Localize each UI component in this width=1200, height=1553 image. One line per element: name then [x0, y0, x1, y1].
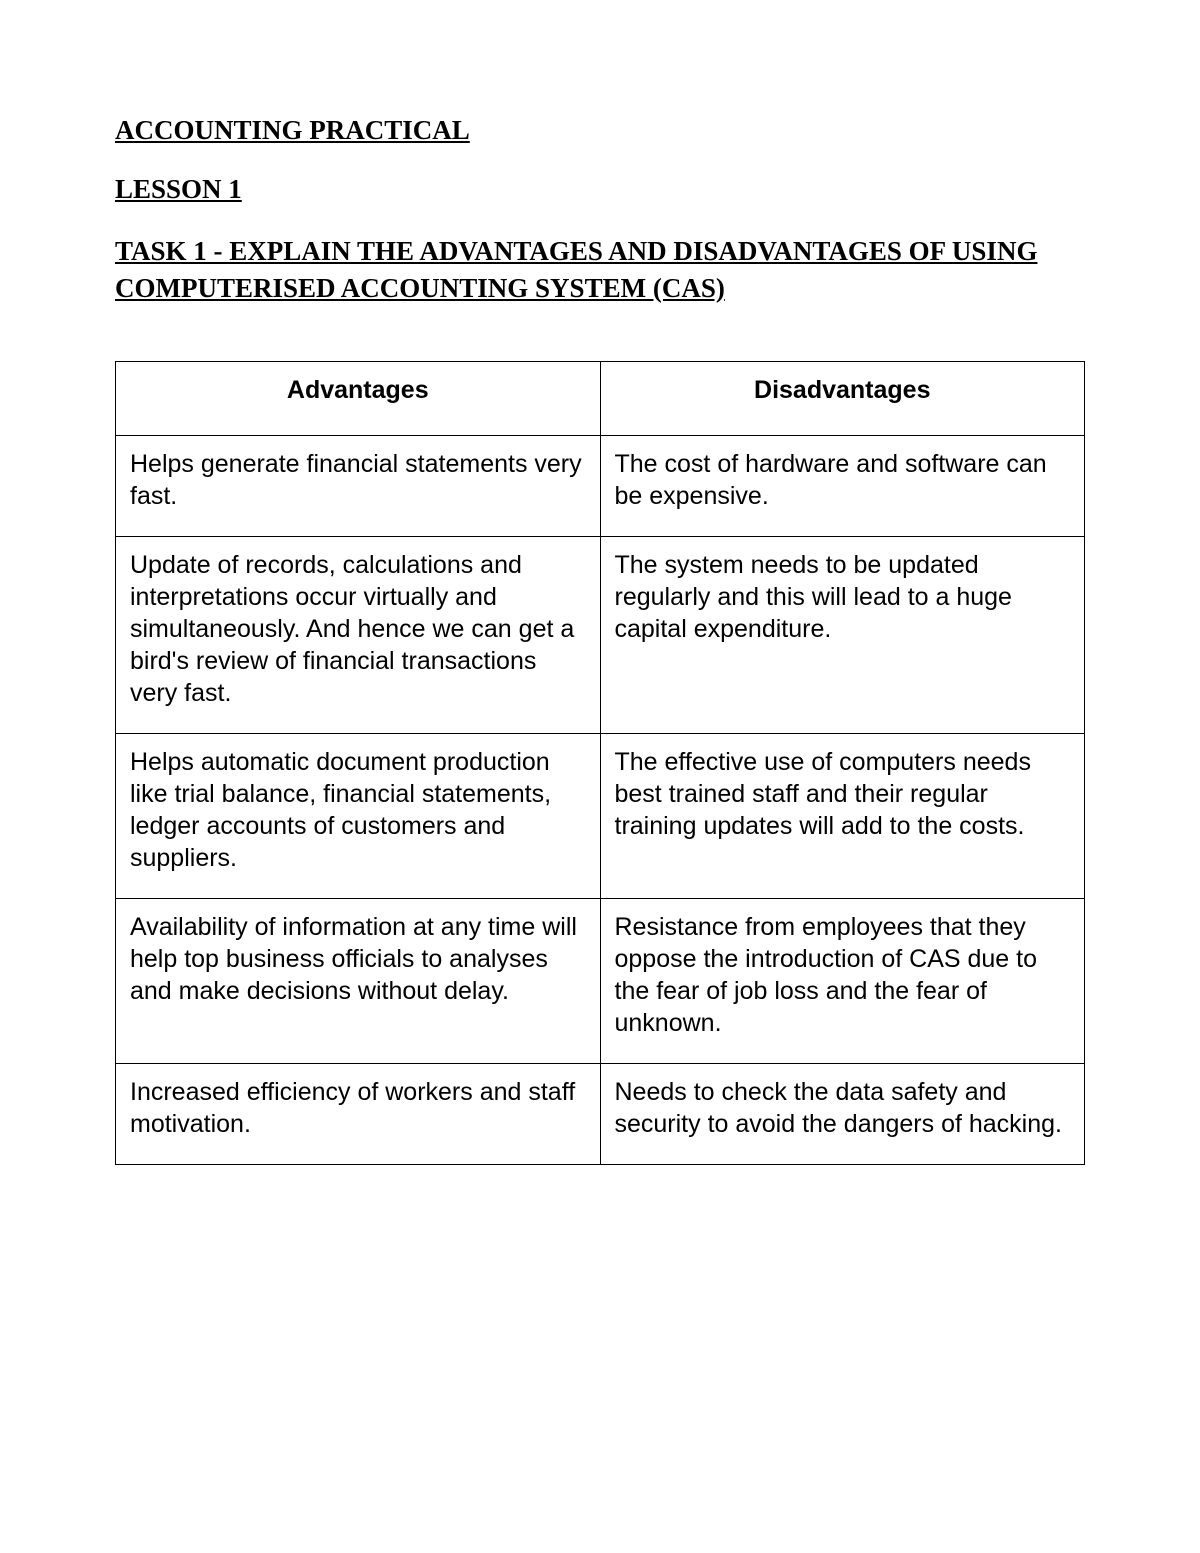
table-cell: The effective use of computers needs bes…: [600, 733, 1085, 898]
lesson-heading: LESSON 1: [115, 174, 1085, 205]
task-heading: TASK 1 - EXPLAIN THE ADVANTAGES AND DISA…: [115, 233, 1085, 306]
table-cell: Increased efficiency of workers and staf…: [116, 1063, 601, 1164]
table-row: Increased efficiency of workers and staf…: [116, 1063, 1085, 1164]
table-cell: The cost of hardware and software can be…: [600, 435, 1085, 536]
table-row: Helps generate financial statements very…: [116, 435, 1085, 536]
table-row: Availability of information at any time …: [116, 898, 1085, 1063]
document-title: ACCOUNTING PRACTICAL: [115, 115, 1085, 146]
table-cell: The system needs to be updated regularly…: [600, 536, 1085, 733]
table-header-row: Advantages Disadvantages: [116, 361, 1085, 435]
table-cell: Helps automatic document production like…: [116, 733, 601, 898]
column-header-advantages: Advantages: [116, 361, 601, 435]
table-cell: Resistance from employees that they oppo…: [600, 898, 1085, 1063]
table-row: Update of records, calculations and inte…: [116, 536, 1085, 733]
advantages-disadvantages-table: Advantages Disadvantages Helps generate …: [115, 361, 1085, 1165]
table-cell: Helps generate financial statements very…: [116, 435, 601, 536]
table-cell: Availability of information at any time …: [116, 898, 601, 1063]
table-cell: Update of records, calculations and inte…: [116, 536, 601, 733]
table-row: Helps automatic document production like…: [116, 733, 1085, 898]
table-cell: Needs to check the data safety and secur…: [600, 1063, 1085, 1164]
column-header-disadvantages: Disadvantages: [600, 361, 1085, 435]
